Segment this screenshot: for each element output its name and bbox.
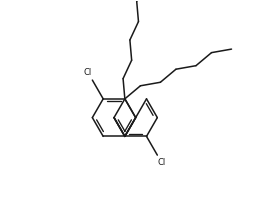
Text: Cl: Cl [84,68,92,77]
Text: Cl: Cl [158,158,166,167]
